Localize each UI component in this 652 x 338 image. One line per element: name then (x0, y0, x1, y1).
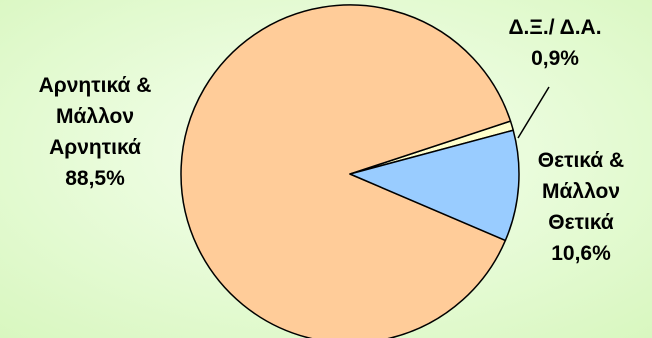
positive-slice-label: Θετικά & Μάλλον Θετικά 10,6% (510, 145, 652, 269)
dk-label-line-1: Δ.Ξ./ Δ.Α. (508, 16, 602, 39)
dk-leader-line (517, 86, 550, 139)
negative-label-line-1: Αρνητικά & (38, 74, 152, 97)
negative-label-line-3: Αρνητικά (49, 136, 141, 159)
dk-value-label: 0,9% (531, 47, 579, 70)
negative-slice (180, 4, 512, 338)
negative-label-line-2: Μάλλον (55, 105, 134, 128)
negative-value-label: 88,5% (65, 167, 125, 190)
pie-slices (180, 4, 520, 338)
positive-label-line-1: Θετικά & (537, 149, 625, 172)
positive-value-label: 10,6% (551, 242, 611, 265)
positive-label-line-3: Θετικά (548, 211, 614, 234)
positive-label-line-2: Μάλλον (541, 180, 620, 203)
positive-slice (349, 129, 520, 242)
negative-slice-label: Αρνητικά & Μάλλον Αρνητικά 88,5% (10, 70, 180, 194)
dk-slice-label: Δ.Ξ./ Δ.Α. 0,9% (470, 12, 640, 74)
